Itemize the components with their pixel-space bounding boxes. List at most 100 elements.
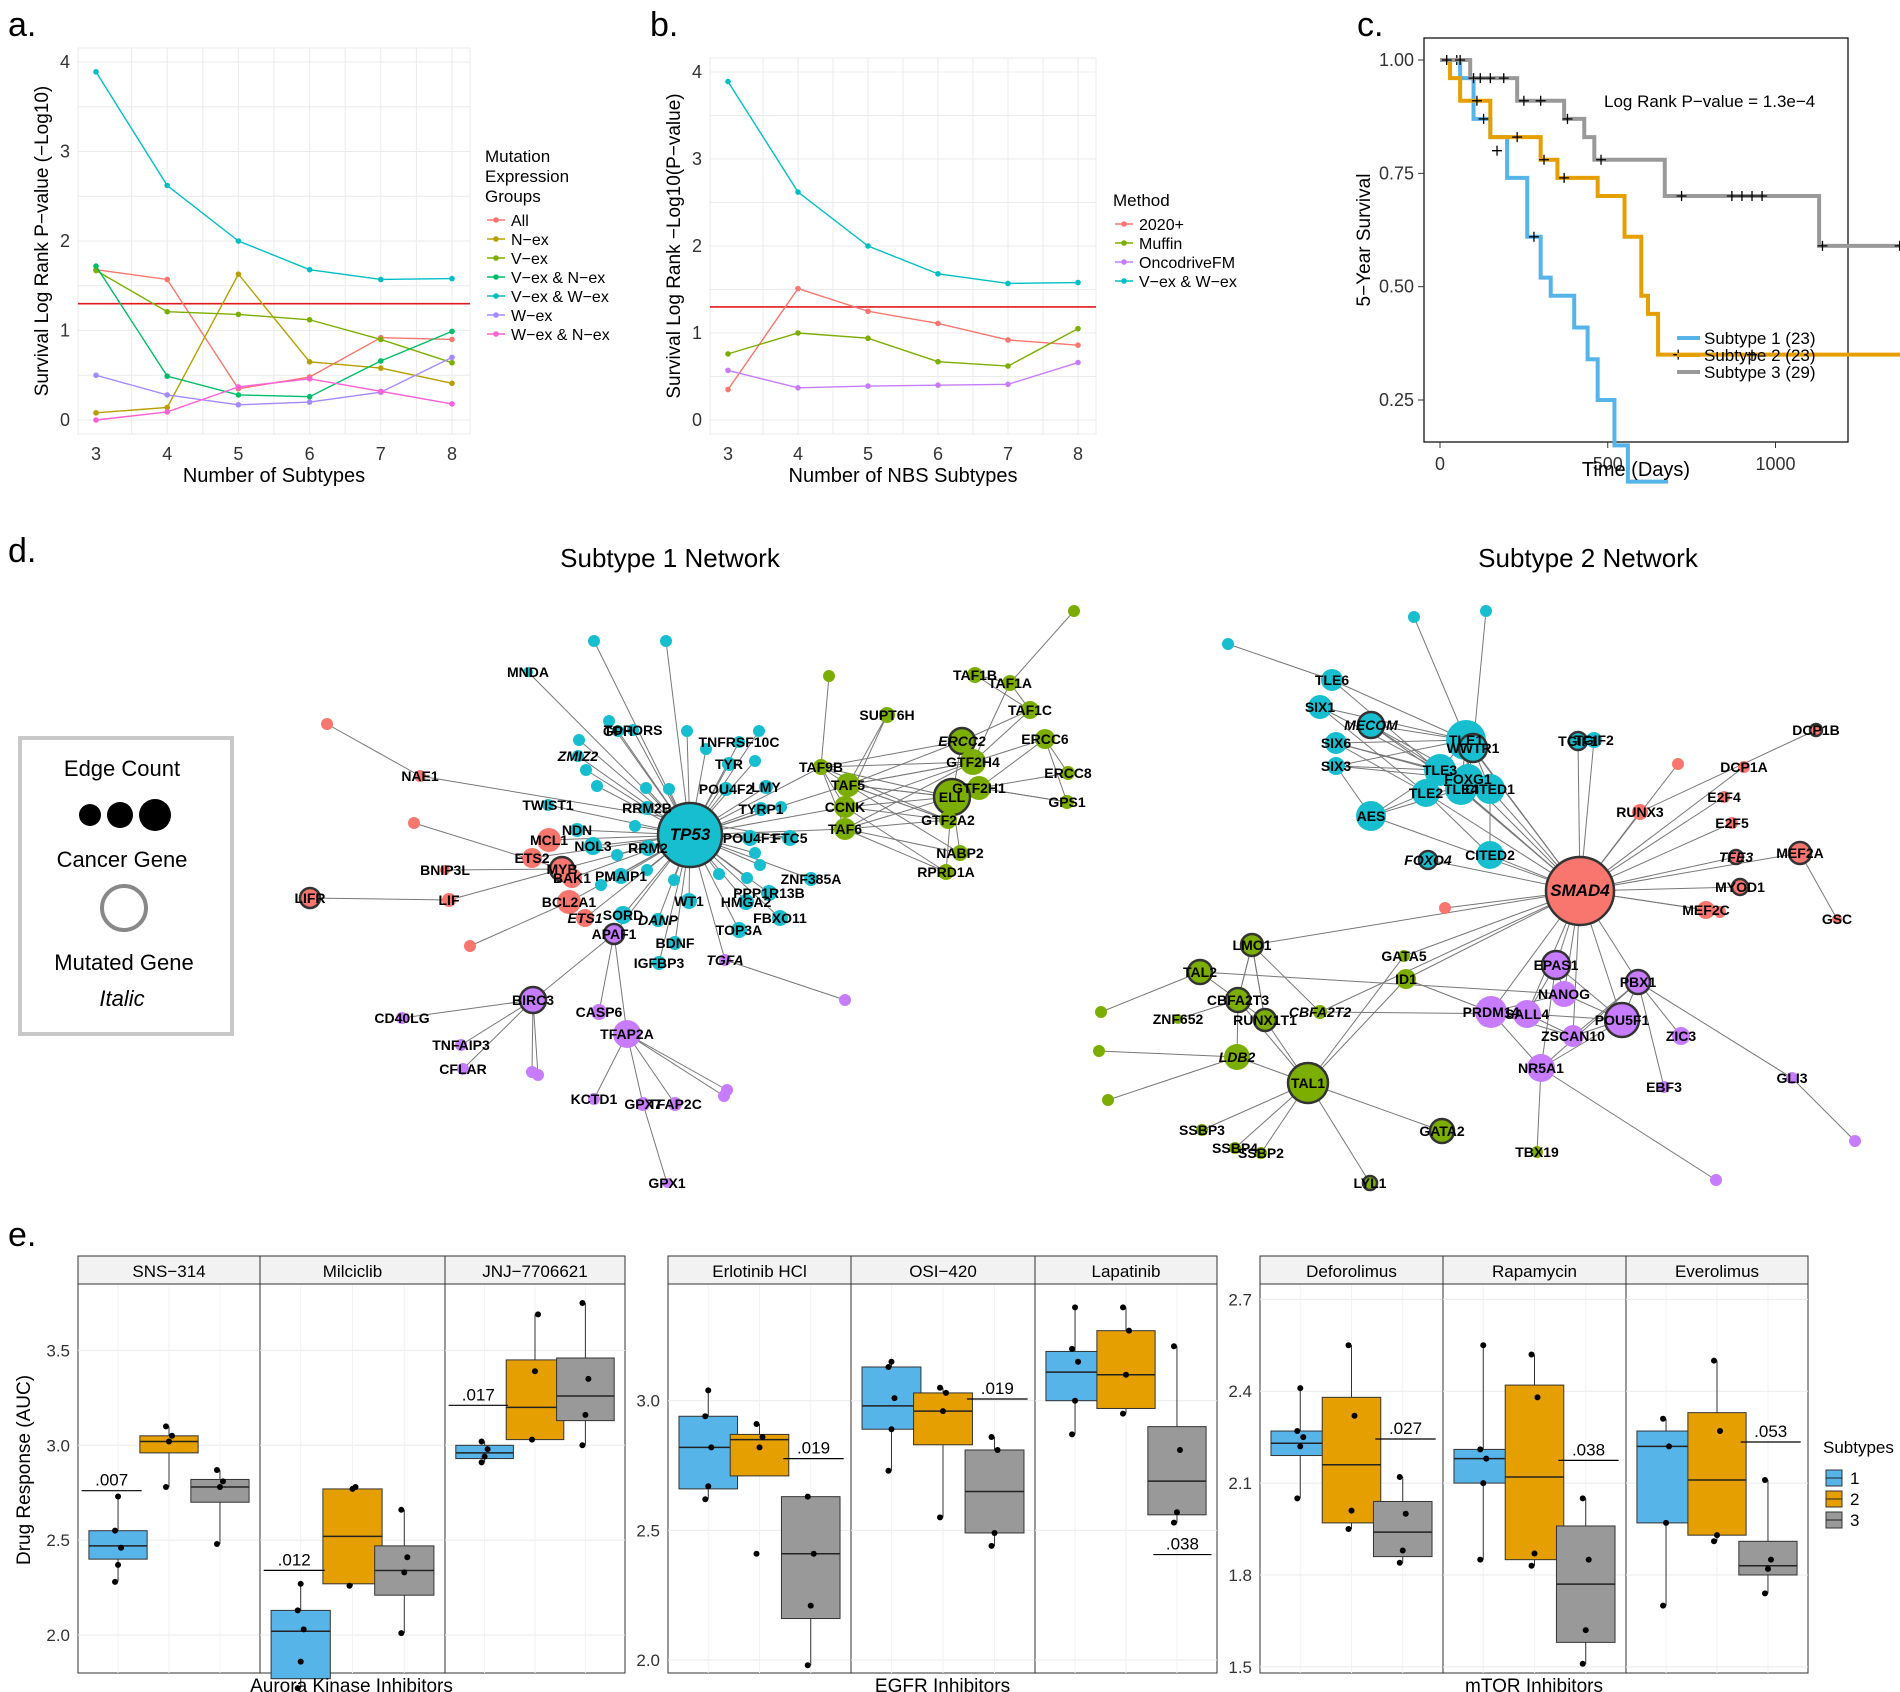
network-node bbox=[321, 718, 333, 730]
data-point bbox=[164, 308, 170, 315]
y-tick-label: 2.0 bbox=[46, 1626, 70, 1645]
censor-mark bbox=[1676, 191, 1687, 201]
data-point bbox=[585, 1375, 592, 1382]
gene-label: SIX6 bbox=[1321, 735, 1352, 751]
data-point bbox=[378, 365, 384, 371]
gene-label: POU4F2 bbox=[699, 781, 754, 797]
censor-mark bbox=[1471, 95, 1482, 106]
gene-label: SUPT6H bbox=[859, 707, 914, 723]
data-point bbox=[484, 1446, 491, 1453]
network-node bbox=[1095, 1006, 1107, 1018]
gene-label: LIF bbox=[439, 892, 460, 908]
gene-label: MEF2C bbox=[1682, 902, 1729, 918]
gene-label: TOP3A bbox=[716, 922, 762, 938]
data-point bbox=[306, 399, 313, 405]
edge-layer bbox=[1098, 610, 1856, 1184]
series-line-W−ex bbox=[95, 356, 453, 406]
y-tick-label: 1 bbox=[60, 321, 70, 341]
legend-dot-medium bbox=[107, 802, 133, 828]
gene-label: APAF1 bbox=[592, 926, 637, 942]
y-tick-label: 1.8 bbox=[1228, 1566, 1252, 1585]
facet-strip-label: OSI−420 bbox=[909, 1262, 977, 1281]
data-point bbox=[1300, 1434, 1307, 1441]
network-node bbox=[1061, 766, 1075, 780]
data-point bbox=[401, 1569, 408, 1576]
gene-label: FOXO4 bbox=[1404, 852, 1452, 868]
gene-label: TFAP2A bbox=[600, 1026, 654, 1042]
network-node bbox=[952, 845, 968, 861]
network-node bbox=[636, 1097, 650, 1111]
network-node bbox=[753, 725, 765, 737]
censor-mark bbox=[1726, 191, 1737, 201]
network-edge bbox=[309, 897, 450, 901]
network-node bbox=[442, 893, 456, 907]
data-point bbox=[795, 330, 801, 336]
data-point bbox=[1531, 1550, 1538, 1557]
network-node bbox=[1093, 1045, 1105, 1057]
network-title-1: Subtype 1 Network bbox=[560, 543, 781, 573]
gene-label: SIX3 bbox=[1321, 758, 1352, 774]
network-node bbox=[1730, 877, 1750, 897]
data-point bbox=[235, 311, 242, 318]
network-node bbox=[1710, 1174, 1722, 1186]
legend-dot-large bbox=[139, 799, 171, 831]
gene-label: ERCC2 bbox=[938, 733, 986, 749]
facet-strip-label: Everolimus bbox=[1675, 1262, 1759, 1281]
network-edge bbox=[1251, 944, 1266, 1021]
data-point bbox=[1075, 1358, 1082, 1365]
data-point bbox=[449, 328, 455, 335]
legend-label: V−ex & N−ex bbox=[511, 270, 605, 287]
data-point bbox=[163, 1423, 169, 1430]
gene-label: TNFRSF10C bbox=[699, 734, 780, 750]
data-point bbox=[1345, 1526, 1352, 1533]
gene-label: TGFA bbox=[706, 952, 743, 968]
network-node bbox=[562, 868, 582, 888]
network-node bbox=[1313, 1005, 1327, 1019]
facet-strip bbox=[1442, 1255, 1627, 1285]
network-node bbox=[1527, 1054, 1555, 1082]
data-point bbox=[1345, 1342, 1352, 1349]
network-node bbox=[1476, 841, 1504, 869]
legend-title: Mutation bbox=[485, 147, 550, 166]
network-edge bbox=[844, 761, 974, 830]
y-tick-label: 0 bbox=[692, 410, 702, 430]
data-point bbox=[1666, 1443, 1673, 1450]
facet-strip-label: Deforolimus bbox=[1306, 1262, 1397, 1281]
gene-label: NDN bbox=[562, 822, 592, 838]
y-axis-title: Drug Response (AUC) bbox=[14, 1375, 35, 1565]
data-point bbox=[865, 308, 871, 315]
network-node bbox=[1321, 669, 1343, 691]
data-point bbox=[865, 383, 871, 389]
data-point bbox=[1585, 1556, 1592, 1563]
network-node bbox=[396, 1012, 408, 1024]
legend-key-dot bbox=[493, 312, 499, 318]
legend-title: Subtypes bbox=[1823, 1438, 1894, 1457]
x-tick-label: 0 bbox=[1435, 454, 1445, 474]
box-subtype-3 bbox=[1372, 1500, 1433, 1558]
data-point bbox=[164, 182, 170, 189]
data-point bbox=[1477, 1446, 1484, 1453]
network-node bbox=[1697, 901, 1715, 919]
data-point bbox=[1579, 1660, 1586, 1667]
data-point bbox=[1297, 1443, 1304, 1450]
data-point bbox=[1402, 1510, 1409, 1517]
data-point bbox=[1294, 1495, 1301, 1502]
censor-mark bbox=[1757, 191, 1768, 201]
x-tick-label: 4 bbox=[793, 444, 803, 464]
gene-label: POU4F1 bbox=[723, 830, 778, 846]
data-point bbox=[943, 1389, 949, 1396]
pvalue-label: .019 bbox=[797, 1439, 830, 1458]
network-edge bbox=[820, 675, 830, 768]
data-point bbox=[1005, 280, 1011, 287]
data-point bbox=[164, 276, 170, 283]
facet-strip-label: Erlotinib HCl bbox=[712, 1262, 806, 1281]
x-tick-label: 5 bbox=[233, 444, 243, 464]
data-point bbox=[935, 358, 941, 365]
pvalue-label: .007 bbox=[95, 1471, 128, 1490]
network-edge bbox=[1319, 706, 1467, 741]
network-node bbox=[1531, 1146, 1543, 1158]
network-edge bbox=[1639, 729, 1817, 813]
network-edge bbox=[1307, 1082, 1443, 1132]
network-edge bbox=[847, 761, 974, 786]
